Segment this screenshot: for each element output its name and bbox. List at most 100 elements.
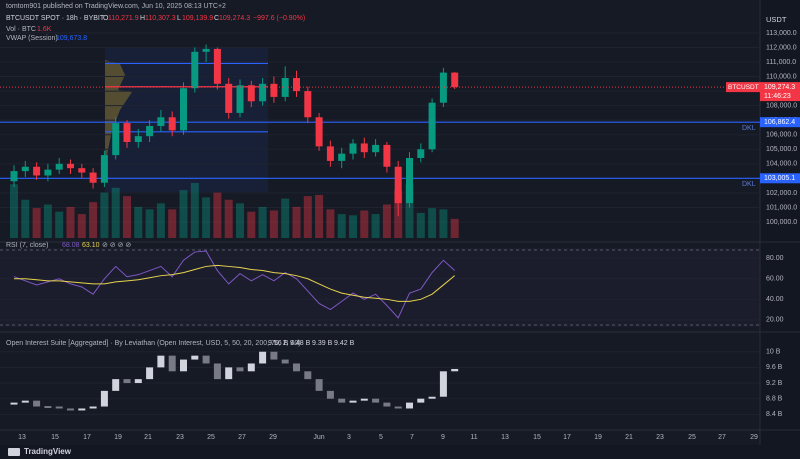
candle-body bbox=[326, 146, 334, 161]
last-price-label: 109,274.3 bbox=[764, 84, 795, 91]
candle-body bbox=[134, 379, 142, 384]
oi-legend-value: 9.48 B bbox=[290, 340, 311, 347]
level-tag bbox=[760, 173, 800, 184]
volume-bar bbox=[32, 208, 41, 238]
candle-body bbox=[304, 91, 312, 118]
candle-body bbox=[55, 163, 63, 170]
candle-body bbox=[293, 363, 300, 372]
candle-body bbox=[157, 117, 165, 126]
volume-bar bbox=[315, 194, 324, 238]
volume-bar bbox=[179, 190, 188, 238]
volume-bar bbox=[337, 214, 346, 238]
volume-bar bbox=[326, 209, 335, 238]
symbol-label: BTCUSDT bbox=[728, 84, 759, 91]
candle-body bbox=[180, 88, 187, 131]
level-label: 103,005.1 bbox=[764, 175, 795, 182]
candle-body bbox=[315, 117, 323, 147]
candle-body bbox=[213, 363, 221, 380]
volume-bar bbox=[371, 214, 380, 238]
candle-body bbox=[383, 402, 391, 407]
candle-body bbox=[406, 402, 413, 409]
oi-legend-value: 9.42 B bbox=[334, 340, 355, 347]
candle-body bbox=[202, 48, 210, 52]
candle-body bbox=[428, 396, 436, 399]
x-tick-label: 19 bbox=[594, 434, 602, 441]
candle-body bbox=[191, 355, 199, 360]
x-tick-label: 3 bbox=[347, 434, 351, 441]
logo-icon bbox=[8, 448, 20, 456]
candle-body bbox=[168, 355, 176, 372]
candle-body bbox=[146, 367, 154, 380]
level-name: DKL bbox=[742, 181, 756, 188]
y-tick-label: 80.00 bbox=[766, 255, 784, 262]
rsi-title: RSI (7, close) bbox=[6, 242, 48, 249]
y-tick-label: 112,000.0 bbox=[766, 44, 797, 51]
candle-body bbox=[349, 400, 357, 403]
candle-body bbox=[439, 72, 447, 103]
x-tick-label: 13 bbox=[501, 434, 509, 441]
legend-change: −997.6 (−0.90%) bbox=[253, 15, 305, 22]
volume-bar bbox=[439, 209, 448, 238]
y-tick-label: 9.6 B bbox=[766, 364, 783, 371]
y-tick-label: 106,000.0 bbox=[766, 132, 797, 139]
level-label: 106,862.4 bbox=[764, 119, 795, 126]
y-tick-label: 111,000.0 bbox=[766, 59, 796, 66]
volume-value: 1.6K bbox=[37, 26, 52, 33]
y-tick-label: 108,000.0 bbox=[766, 102, 797, 109]
y-tick-label: 100,000.0 bbox=[766, 219, 797, 226]
volume-bar bbox=[349, 215, 357, 238]
candle-body bbox=[157, 355, 165, 368]
y-tick-label: 9.2 B bbox=[766, 380, 783, 387]
candle-body bbox=[67, 163, 74, 169]
footer-logo: TradingView bbox=[24, 447, 72, 456]
x-tick-label: 9 bbox=[441, 434, 445, 441]
candle-body bbox=[417, 149, 425, 158]
volume-bar bbox=[416, 212, 425, 238]
candle-body bbox=[33, 166, 41, 176]
volume-bar bbox=[247, 211, 256, 238]
volume-bar bbox=[145, 209, 154, 238]
y-tick-label: 8.4 B bbox=[766, 411, 783, 418]
x-tick-label: 5 bbox=[379, 434, 383, 441]
candle-body bbox=[326, 390, 334, 399]
y-tick-label: 104,000.0 bbox=[766, 161, 797, 168]
volume-bar bbox=[77, 214, 86, 238]
candle-body bbox=[146, 126, 154, 137]
x-tick-label: 21 bbox=[144, 434, 152, 441]
chart-title: BTCUSDT SPOT · 18h · BYBIT bbox=[6, 15, 105, 22]
candle-body bbox=[10, 402, 18, 405]
candle-body bbox=[100, 390, 108, 407]
publisher: tomtom901 published on TradingView.com, … bbox=[6, 3, 226, 10]
level-tag bbox=[760, 117, 800, 128]
legend-value: 109,139.9 bbox=[182, 15, 213, 22]
candle-body bbox=[21, 166, 29, 172]
volume-bar bbox=[10, 184, 18, 238]
candle-body bbox=[123, 379, 131, 384]
candle-body bbox=[439, 371, 447, 397]
x-tick-label: 17 bbox=[563, 434, 571, 441]
candle-body bbox=[360, 143, 368, 153]
candle-body bbox=[338, 398, 346, 403]
x-tick-label: 23 bbox=[656, 434, 664, 441]
volume-bar bbox=[428, 208, 437, 238]
candle-body bbox=[270, 83, 278, 97]
legend-key: H bbox=[140, 15, 145, 22]
legend-value: 110,307.3 bbox=[145, 15, 176, 22]
candle-body bbox=[10, 171, 18, 182]
candle-body bbox=[225, 83, 233, 113]
candle-body bbox=[406, 158, 413, 204]
legend-value: 109,274.3 bbox=[219, 15, 250, 22]
candle-body bbox=[270, 351, 278, 360]
volume-bar bbox=[43, 204, 52, 238]
volume-bar bbox=[281, 198, 290, 238]
legend-key: C bbox=[214, 15, 219, 22]
candle-body bbox=[293, 78, 300, 92]
candle-body bbox=[417, 398, 425, 403]
volume-bar bbox=[269, 210, 278, 238]
volume-bar bbox=[202, 197, 211, 238]
rsi-legend-value: 68.08 bbox=[62, 242, 80, 249]
volume-bar bbox=[111, 187, 120, 238]
y-tick-label: 102,000.0 bbox=[766, 190, 797, 197]
rsi-band bbox=[0, 248, 760, 327]
candle-body bbox=[112, 379, 120, 391]
